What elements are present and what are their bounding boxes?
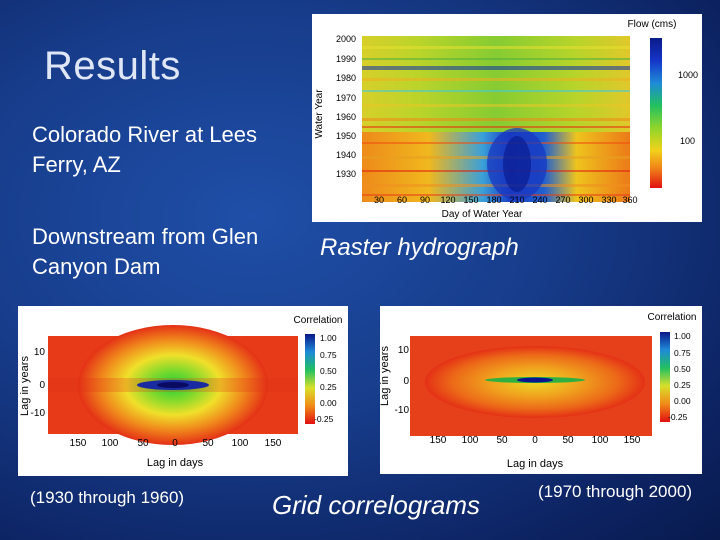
raster-day-tick: 270 [555, 195, 570, 205]
raster-day-tick: 60 [397, 195, 407, 205]
raster-legend-tick: 1000 [678, 70, 698, 80]
corr-right-xtick: 100 [462, 435, 479, 446]
left-period-caption: (1930 through 1960) [30, 488, 185, 507]
raster-ylabel: Water Year [314, 89, 325, 139]
raster-year-tick: 1970 [336, 93, 356, 103]
corr-right-legend-tick: 1.00 [674, 331, 691, 341]
raster-plot-area [362, 36, 630, 202]
raster-day-tick: 240 [532, 195, 547, 205]
corr-right-legend-tick: -0.25 [668, 412, 688, 422]
raster-year-tick: 1980 [336, 73, 356, 83]
corr-left-ytick: -10 [31, 408, 46, 419]
corr-left-xtick: 0 [172, 438, 178, 449]
corr-right-ytick: 10 [398, 345, 410, 356]
corr-left-xtick: 150 [265, 438, 282, 449]
corr-left-legend-tick: 0.75 [320, 350, 337, 360]
raster-day-tick: 180 [486, 195, 501, 205]
corr-left-legend-tick: 0.00 [320, 398, 337, 408]
corr-left-ytick: 0 [39, 380, 45, 391]
raster-day-tick: 150 [463, 195, 478, 205]
corr-left-xtick: 100 [232, 438, 249, 449]
correlogram-right: Lag in years 10 0 -10 150 100 50 0 50 10… [380, 306, 702, 474]
corr-left-xtick: 50 [137, 438, 149, 449]
right-period-caption: (1970 through 2000) [538, 482, 693, 501]
raster-xlabel: Day of Water Year [442, 209, 523, 220]
corr-left-legend-tick: 0.25 [320, 382, 337, 392]
raster-year-tick: 1960 [336, 112, 356, 122]
corr-left-legend-tick: 1.00 [320, 333, 337, 343]
raster-year-tick: 1930 [336, 169, 356, 179]
corr-right-xtick: 50 [496, 435, 508, 446]
raster-day-tick: 90 [420, 195, 430, 205]
corr-right-legend-tick: 0.25 [674, 380, 691, 390]
raster-year-tick: 1940 [336, 150, 356, 160]
corr-right-xtick: 150 [430, 435, 447, 446]
corr-left-xtick: 50 [202, 438, 214, 449]
corr-right-xlabel: Lag in days [507, 458, 564, 470]
raster-year-tick: 2000 [336, 34, 356, 44]
corr-left-legend-tick: -0.25 [314, 414, 334, 424]
raster-day-tick: 30 [374, 195, 384, 205]
grid-correlograms-caption: Grid correlograms [272, 490, 481, 520]
raster-caption: Raster hydrograph [320, 234, 519, 261]
raster-hydrograph: Water Year 2000 1990 1980 1970 1960 1950… [312, 14, 702, 222]
corr-left-xtick: 150 [70, 438, 87, 449]
raster-year-tick: 1950 [336, 131, 356, 141]
corr-right-ytick: 0 [403, 376, 409, 387]
corr-right-xtick: 100 [592, 435, 609, 446]
corr-right-xtick: 0 [532, 435, 538, 446]
corr-left-legend-title: Correlation [294, 315, 343, 326]
corr-right-color-scale [660, 332, 670, 422]
corr-right-xtick: 50 [562, 435, 574, 446]
corr-right-ylabel: Lag in years [380, 346, 391, 406]
raster-day-tick: 300 [578, 195, 593, 205]
slide-title: Results [44, 44, 181, 88]
raster-legend-tick: 100 [680, 136, 695, 146]
raster-legend-title: Flow (cms) [628, 19, 677, 30]
corr-left-xlabel: Lag in days [147, 457, 204, 469]
corr-right-legend-tick: 0.50 [674, 364, 691, 374]
corr-left-xtick: 100 [102, 438, 119, 449]
corr-right-legend-tick: 0.00 [674, 396, 691, 406]
raster-day-tick: 330 [601, 195, 616, 205]
corr-right-ytick: -10 [395, 405, 410, 416]
corr-right-xtick: 150 [624, 435, 641, 446]
correlogram-left: Lag in years 10 0 -10 150 100 50 0 50 10… [18, 306, 348, 476]
corr-right-legend-tick: 0.75 [674, 348, 691, 358]
raster-day-tick: 360 [622, 195, 637, 205]
raster-day-tick: 210 [509, 195, 524, 205]
corr-left-ytick: 10 [34, 347, 46, 358]
bullet-location: Colorado River at Lees Ferry, AZ [32, 122, 258, 177]
corr-left-color-scale [305, 334, 315, 424]
bullet-downstream: Downstream from Glen Canyon Dam [32, 224, 259, 279]
raster-year-tick: 1990 [336, 54, 356, 64]
raster-color-scale [650, 38, 662, 188]
raster-day-tick: 120 [440, 195, 455, 205]
corr-left-legend-tick: 0.50 [320, 366, 337, 376]
corr-right-legend-title: Correlation [648, 312, 697, 323]
corr-left-ylabel: Lag in years [19, 356, 31, 416]
